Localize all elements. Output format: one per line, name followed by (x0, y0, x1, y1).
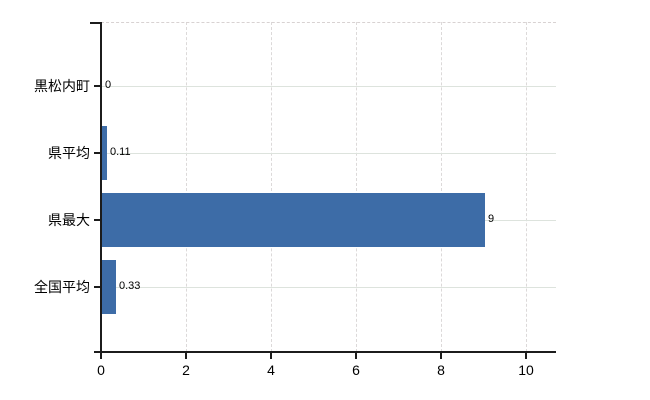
y-axis-label: 黒松内町 (34, 78, 90, 94)
x-axis-tick (355, 352, 357, 359)
bar (102, 193, 485, 247)
bar (102, 260, 116, 314)
x-axis-line (100, 351, 556, 353)
x-axis-tick (440, 352, 442, 359)
h-gridline (101, 86, 556, 87)
y-axis-label: 県最大 (48, 212, 90, 228)
h-gridline (101, 153, 556, 154)
v-gridline (271, 22, 272, 352)
y-axis-line (100, 22, 102, 352)
x-axis-tick (270, 352, 272, 359)
y-axis-tick (94, 286, 101, 288)
x-axis-tick-label: 4 (267, 362, 275, 378)
y-axis-label: 全国平均 (34, 279, 90, 295)
x-axis-tick-label: 0 (97, 362, 105, 378)
x-axis-tick-label: 10 (518, 362, 534, 378)
x-axis-tick-label: 6 (352, 362, 360, 378)
v-gridline (441, 22, 442, 352)
x-axis-tick (185, 352, 187, 359)
bar-value-label: 0 (105, 79, 112, 91)
v-gridline (186, 22, 187, 352)
x-axis-tick-label: 8 (437, 362, 445, 378)
y-axis-tick (94, 85, 101, 87)
x-axis-tick (100, 352, 102, 359)
y-axis-tick (94, 219, 101, 221)
y-axis-label: 県平均 (48, 145, 90, 161)
bar-value-label: 0.33 (119, 280, 141, 292)
plot-top-border (101, 22, 556, 23)
h-gridline (101, 287, 556, 288)
y-axis-tick (94, 152, 101, 154)
bar-value-label: 0.11 (110, 146, 131, 158)
y-axis-bottom-tick (94, 351, 101, 353)
v-gridline (356, 22, 357, 352)
y-axis-top-tick (90, 22, 101, 24)
v-gridline (526, 22, 527, 352)
x-axis-tick-label: 2 (182, 362, 190, 378)
bar-value-label: 9 (488, 213, 495, 225)
bar (102, 126, 107, 180)
x-axis-tick (525, 352, 527, 359)
